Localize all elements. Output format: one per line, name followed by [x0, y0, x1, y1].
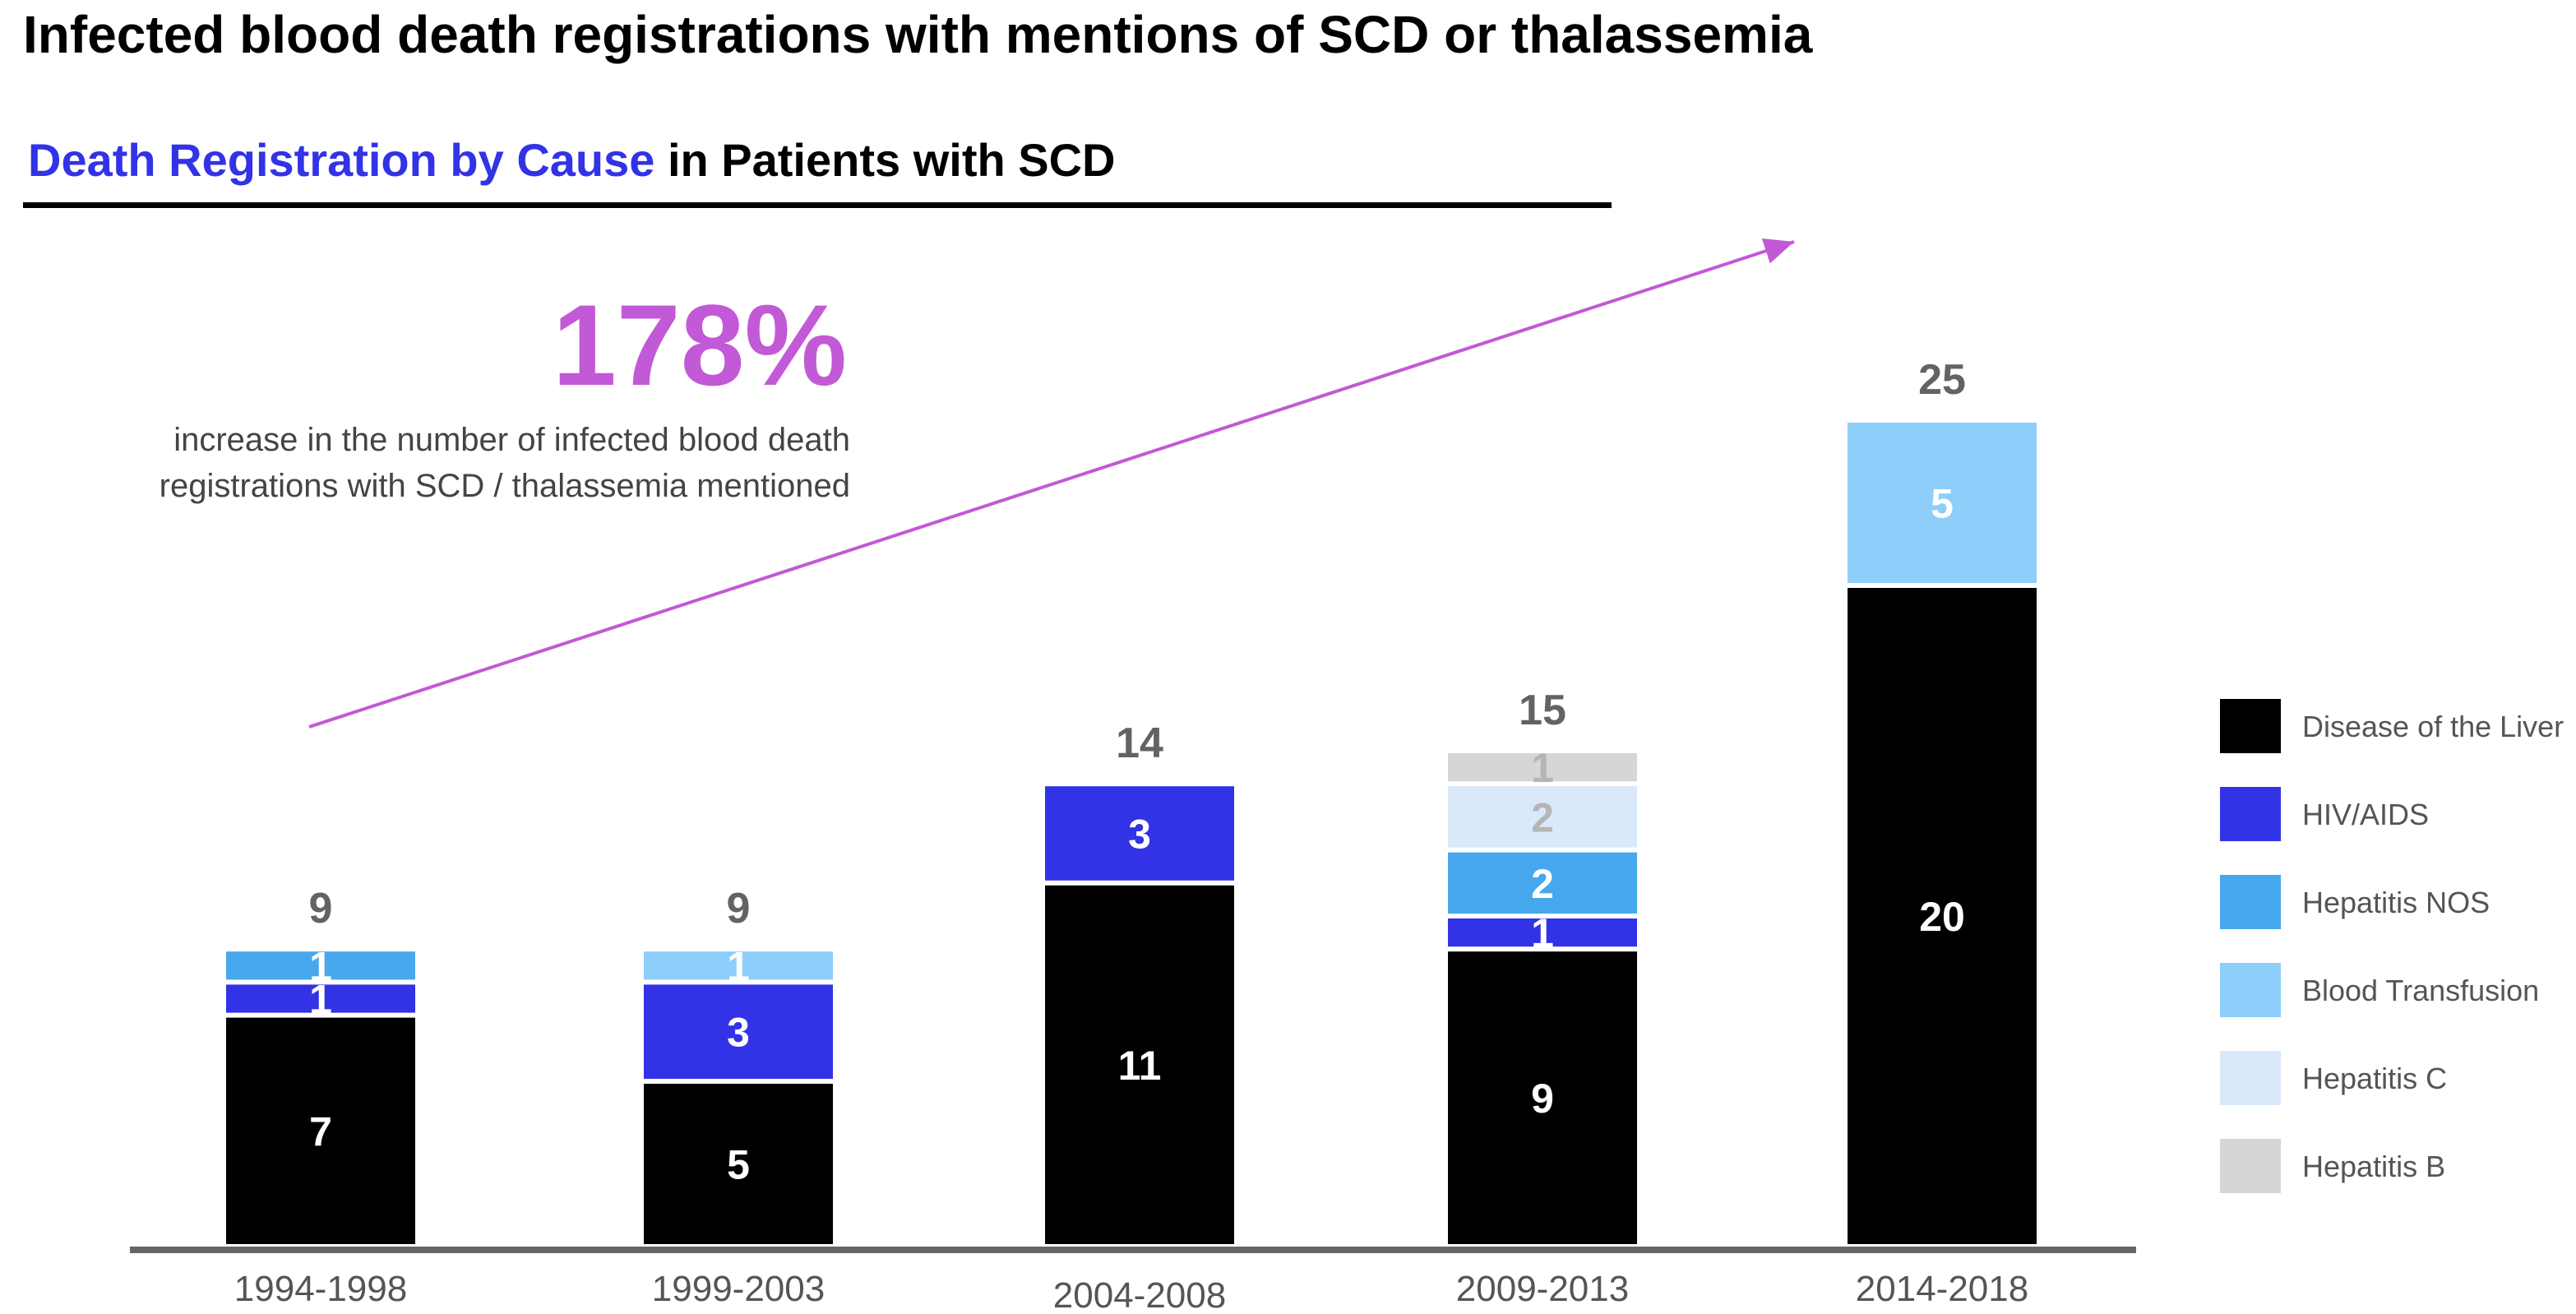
x-tick-label: 2014-2018	[1856, 1269, 2028, 1309]
bar-total-label: 9	[309, 885, 333, 932]
x-tick-label: 1999-2003	[652, 1269, 825, 1309]
bar-segment-hiv-aids-1994-1998	[226, 984, 415, 1013]
legend-label-hiv-aids: HIV/AIDS	[2302, 798, 2429, 831]
bar-segment-label: 11	[1118, 1043, 1162, 1089]
legend-swatch-hepatitis-nos	[2220, 875, 2281, 929]
bar-segment-label: 2	[1531, 794, 1554, 840]
legend-label-hepatitis-b: Hepatitis B	[2302, 1150, 2445, 1183]
bar-segment-label: 9	[1531, 1076, 1554, 1122]
bar-segment-label: 1	[727, 943, 750, 989]
legend-swatch-disease-of-the-liver	[2220, 699, 2281, 753]
bar-segment-disease-of-the-liver-2004-2008	[1045, 885, 1234, 1244]
bar-segment-label: 5	[727, 1142, 750, 1188]
section-subtitle: Death Registration by Cause in Patients …	[28, 134, 1115, 186]
bar-segment-disease-of-the-liver-1999-2003	[644, 1084, 833, 1244]
legend: Disease of the Liver HIV/AIDS Hepatitis NO…	[2220, 699, 2564, 1193]
legend-swatch-hepatitis-b	[2220, 1139, 2281, 1193]
legend-swatch-blood-transfusion	[2220, 963, 2281, 1017]
bar-segment-label: 20	[1919, 894, 1965, 940]
section-subtitle-rest: in Patients with SCD	[654, 134, 1115, 186]
bar-segment-hiv-aids-2009-2013	[1448, 918, 1637, 947]
bar-segment-label: 1	[1531, 910, 1554, 956]
bar-segment-disease-of-the-liver-1994-1998	[226, 1017, 415, 1244]
bar-segment-label: 5	[1931, 481, 1954, 527]
bar-segment-label: 3	[1128, 812, 1151, 858]
bar-segment-hiv-aids-2004-2008	[1045, 786, 1234, 881]
legend-label-hepatitis-nos: Hepatitis NOS	[2302, 886, 2490, 919]
x-tick-label: 2009-2013	[1456, 1269, 1629, 1309]
legend-swatch-hiv-aids	[2220, 787, 2281, 841]
bar-segment-hiv-aids-1999-2003	[644, 984, 833, 1079]
bar-segment-label: 3	[727, 1010, 750, 1056]
bar-segment-blood-transfusion-1999-2003	[644, 951, 833, 980]
bar-segment-label: 1	[309, 943, 332, 989]
legend-label-hepatitis-c: Hepatitis C	[2302, 1062, 2447, 1095]
trend-arrow	[308, 238, 1795, 729]
subtitle-underline	[23, 202, 1612, 208]
increase-description-line2: registrations with SCD / thalassemia men…	[160, 468, 850, 504]
bar-segment-hepatitis-b-2009-2013	[1448, 753, 1637, 782]
page-title: Infected blood death registrations with …	[23, 5, 1813, 64]
bar-segment-label: 7	[309, 1108, 332, 1154]
legend-label-blood-transfusion: Blood Transfusion	[2302, 974, 2539, 1007]
bar-segment-disease-of-the-liver-2014-2018	[1848, 588, 2037, 1244]
bars: 71191994-199853191999-2003113142004-2008…	[226, 356, 2037, 1314]
x-tick-label: 1994-1998	[234, 1269, 407, 1309]
bar-segment-blood-transfusion-2014-2018	[1848, 423, 2037, 583]
bar-total-label: 9	[727, 885, 751, 932]
x-tick-label: 2004-2008	[1053, 1275, 1226, 1314]
increase-stat: 178%	[553, 280, 847, 409]
bar-total-label: 14	[1116, 719, 1163, 767]
section-subtitle-highlight: Death Registration by Cause	[28, 134, 654, 186]
bar-segment-hepatitis-nos-1994-1998	[226, 951, 415, 980]
bar-segment-hepatitis-c-2009-2013	[1448, 786, 1637, 848]
x-axis-baseline	[130, 1247, 2136, 1253]
bar-segment-disease-of-the-liver-2009-2013	[1448, 951, 1637, 1244]
increase-description-line1: increase in the number of infected blood…	[173, 422, 850, 458]
bar-total-label: 25	[1918, 356, 1966, 404]
bar-segment-label: 1	[309, 977, 332, 1023]
bar-segment-label: 2	[1531, 861, 1554, 907]
bar-segment-hepatitis-nos-2009-2013	[1448, 852, 1637, 914]
bar-segment-label: 1	[1531, 745, 1554, 791]
legend-label-disease-of-the-liver: Disease of the Liver	[2302, 710, 2564, 743]
legend-swatch-hepatitis-c	[2220, 1051, 2281, 1105]
bar-total-label: 15	[1519, 687, 1566, 734]
